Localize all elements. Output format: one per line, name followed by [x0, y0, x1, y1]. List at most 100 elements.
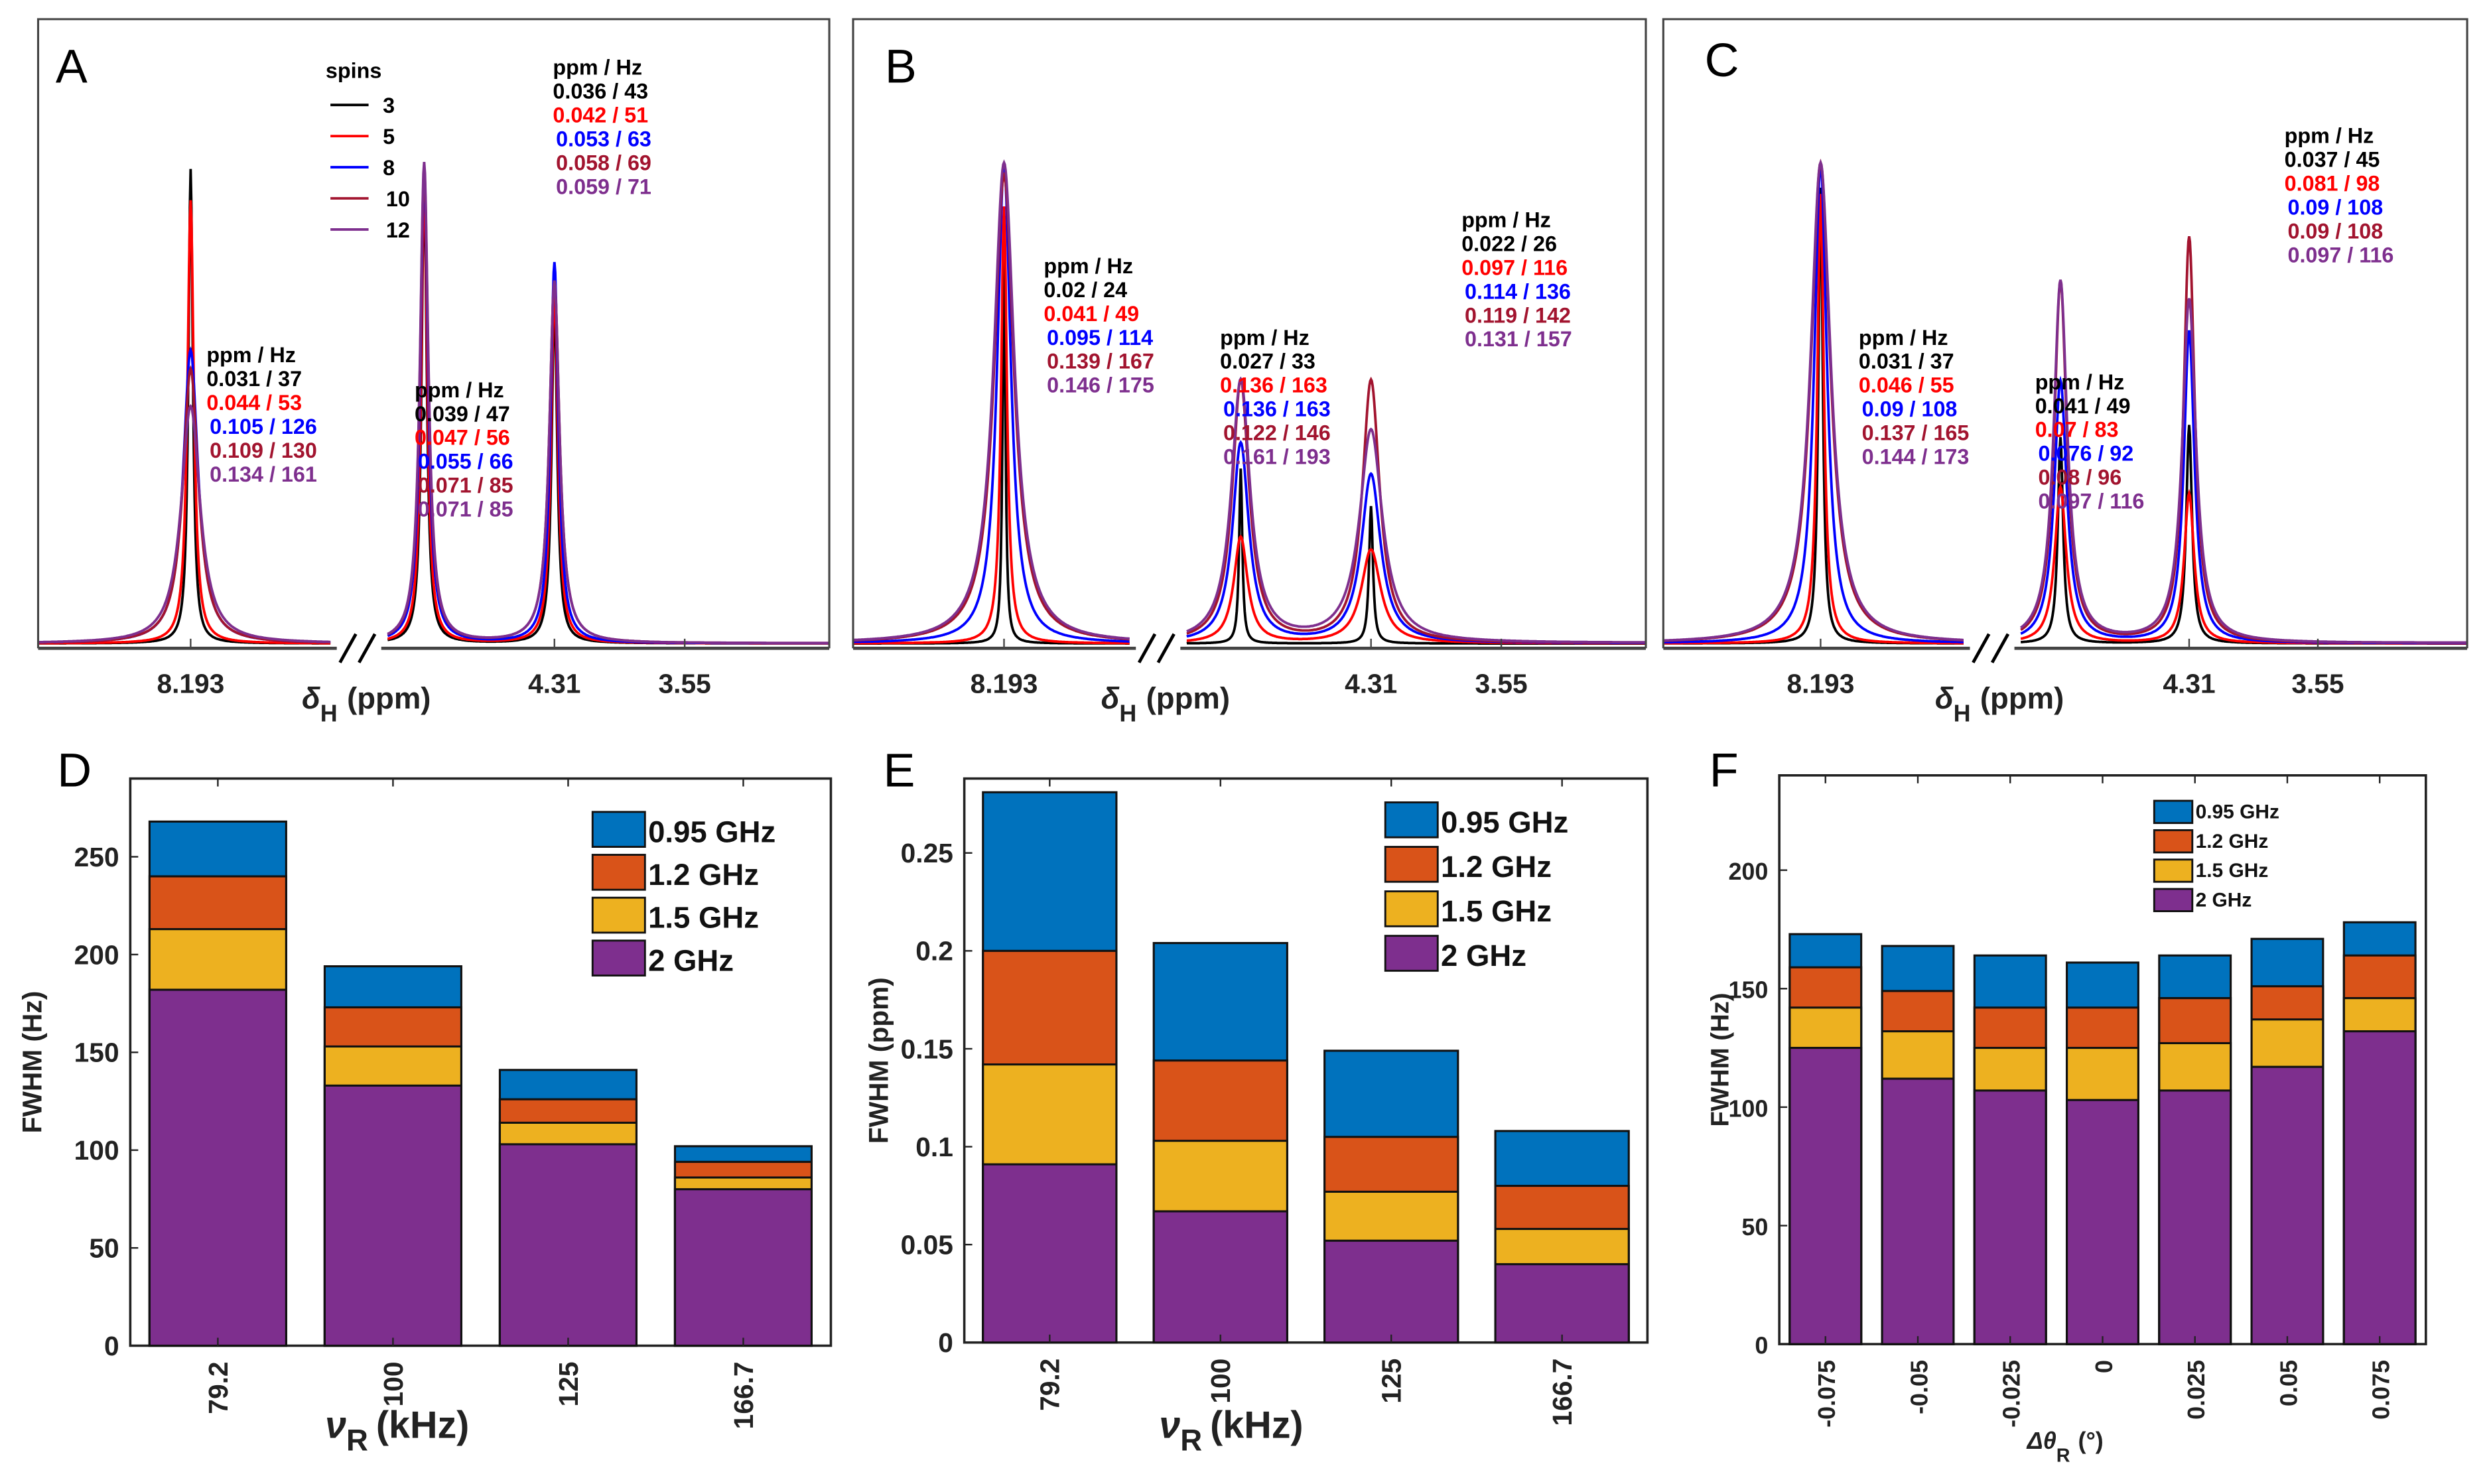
x-axis-label: δH (ppm): [1101, 681, 1230, 726]
legend-label: 8: [383, 156, 395, 180]
legend-swatch: [591, 939, 646, 977]
x-axis-label-symbol: ν: [325, 1404, 346, 1446]
legend-label: 0.95 GHz: [2196, 801, 2279, 823]
legend-label: 2 GHz: [2196, 889, 2252, 911]
annotation-row: 0.131 / 157: [1465, 327, 1572, 351]
bar-2-ghz-0: [2066, 1099, 2139, 1345]
legend-label: 2 GHz: [1441, 939, 1526, 973]
y-tick-label: 0.15: [901, 1034, 953, 1064]
annotation-row: 0.041 / 49: [1044, 302, 1139, 326]
annotation-header: ppm / Hz: [553, 56, 642, 80]
y-tick-label: 0.1: [915, 1132, 953, 1162]
x-axis-label-symbol: δ: [302, 681, 320, 715]
x-axis-label-subscript: R: [2056, 1445, 2070, 1466]
legend-swatch: [1384, 801, 1439, 839]
y-tick-label: 0.2: [915, 936, 953, 967]
bar-2-ghz-100: [1152, 1210, 1288, 1344]
annotation-row: 0.137 / 165: [1862, 421, 1970, 444]
bar-panel-e: 79.2 100 125 166.7 0 0.05 0.1 0.15 0.2 0.25 FWHM (…: [864, 744, 1649, 1457]
annotation-row: 0.139 / 167: [1047, 350, 1154, 373]
x-tick-label: 4.31: [528, 668, 580, 699]
annotation-row: 0.08 / 96: [2038, 466, 2121, 490]
legend-label: 5: [383, 125, 395, 149]
linewidth-annotation: ppm / Hz0.037 / 450.081 / 980.09 / 1080.…: [2285, 124, 2394, 267]
y-tick-label: 50: [89, 1233, 119, 1263]
annotation-header: ppm / Hz: [415, 378, 504, 402]
panel-label: B: [885, 40, 917, 94]
axes-frame: [36, 18, 831, 649]
x-axis-label-subscript: R: [346, 1424, 368, 1457]
annotation-row: 0.042 / 51: [553, 103, 648, 127]
x-axis-label-symbol: ν: [1159, 1404, 1180, 1446]
legend-label: 1.5 GHz: [648, 901, 759, 935]
bar-2-ghz--0.075: [1788, 1047, 1863, 1345]
legend-swatch: [591, 811, 646, 848]
spectrum-line-4: [1663, 159, 2468, 644]
panel-label: C: [1705, 34, 1739, 87]
annotation-row: 0.053 / 63: [556, 127, 651, 151]
legend: 0.95 GHz 1.2 GHz 1.5 GHz 2 GHz: [1384, 801, 1568, 973]
legend-label: 1.5 GHz: [1441, 894, 1552, 928]
annotation-header: ppm / Hz: [2035, 370, 2125, 394]
legend-swatch: [1384, 935, 1439, 972]
y-tick-label: 0.05: [901, 1229, 953, 1260]
bar-2-ghz-0.075: [2342, 1030, 2417, 1345]
y-tick-label: 150: [74, 1038, 119, 1068]
annotation-row: 0.081 / 98: [2285, 172, 2380, 196]
x-tick-label: 4.31: [2163, 668, 2215, 699]
x-axis-label: δH (ppm): [1935, 681, 2064, 726]
y-axis-label: FWHM (ppm): [864, 977, 894, 1144]
annotation-header: ppm / Hz: [1044, 254, 1133, 278]
axis-break-mark: [1972, 633, 2010, 663]
annotation-row: 0.076 / 92: [2038, 442, 2133, 466]
x-tick-label: 100: [1205, 1359, 1236, 1404]
annotation-row: 0.144 / 173: [1862, 444, 1970, 468]
x-tick-label: 125: [1377, 1359, 1407, 1404]
x-tick-label: -0.075: [1813, 1360, 1840, 1428]
annotation-row: 0.09 / 108: [2287, 219, 2383, 243]
y-axis-label: FWHM (Hz): [1706, 992, 1735, 1126]
y-axis-label: FWHM (Hz): [17, 991, 47, 1134]
annotation-row: 0.134 / 161: [210, 462, 317, 486]
y-tick-label: 200: [74, 939, 119, 970]
annotation-row: 0.055 / 66: [418, 450, 513, 474]
bar-panel-f: -0.075 -0.05 -0.025 0 0.025 0.05 0.075 0 50 100 15…: [1706, 744, 2427, 1466]
y-tick-label: 250: [74, 842, 119, 872]
axis-break-mark: [1137, 633, 1176, 663]
x-tick-label: -0.025: [1998, 1360, 2025, 1428]
x-tick-label: 79.2: [203, 1361, 234, 1414]
x-tick-label: 8.193: [971, 668, 1038, 699]
x-axis-label-symbol: δ: [1935, 681, 1954, 715]
axis-break-mark: [338, 633, 377, 663]
annotation-row: 0.097 / 116: [2287, 243, 2393, 267]
bar-2-ghz-0.05: [2250, 1065, 2324, 1345]
legend-swatch: [2153, 888, 2194, 912]
annotation-row: 0.136 / 163: [1220, 373, 1327, 397]
axes-frame: [852, 18, 1647, 649]
annotation-row: 0.146 / 175: [1047, 373, 1154, 397]
annotation-row: 0.046 / 55: [1859, 373, 1954, 397]
x-axis-label-unit: (ppm): [1980, 681, 2064, 715]
bar-2-ghz-79.2: [148, 988, 287, 1347]
bar-2-ghz-0.025: [2158, 1089, 2232, 1345]
y-tick-label: 100: [1728, 1095, 1768, 1122]
x-axis-label-subscript: H: [320, 699, 338, 726]
annotation-row: 0.031 / 37: [206, 367, 302, 391]
legend-label: 0.95 GHz: [1441, 805, 1568, 839]
linewidth-annotation: ppm / Hz0.031 / 370.044 / 530.105 / 1260…: [206, 343, 317, 486]
x-axis-label-unit: (kHz): [1210, 1404, 1303, 1446]
legend-label: 1.2 GHz: [1441, 850, 1552, 884]
panel-label: F: [1710, 744, 1739, 797]
y-tick-label: 150: [1728, 977, 1768, 1004]
bar-2-ghz-79.2: [982, 1163, 1118, 1344]
annotation-row: 0.039 / 47: [415, 402, 510, 426]
y-tick-label: 200: [1728, 858, 1768, 885]
annotation-row: 0.136 / 163: [1223, 397, 1331, 421]
x-axis-label-unit: (ppm): [1146, 681, 1230, 715]
y-tick-label: 0: [938, 1327, 953, 1358]
annotation-row: 0.095 / 114: [1047, 326, 1153, 350]
x-tick-label: 100: [378, 1361, 409, 1406]
y-tick-label: 0: [104, 1331, 119, 1361]
